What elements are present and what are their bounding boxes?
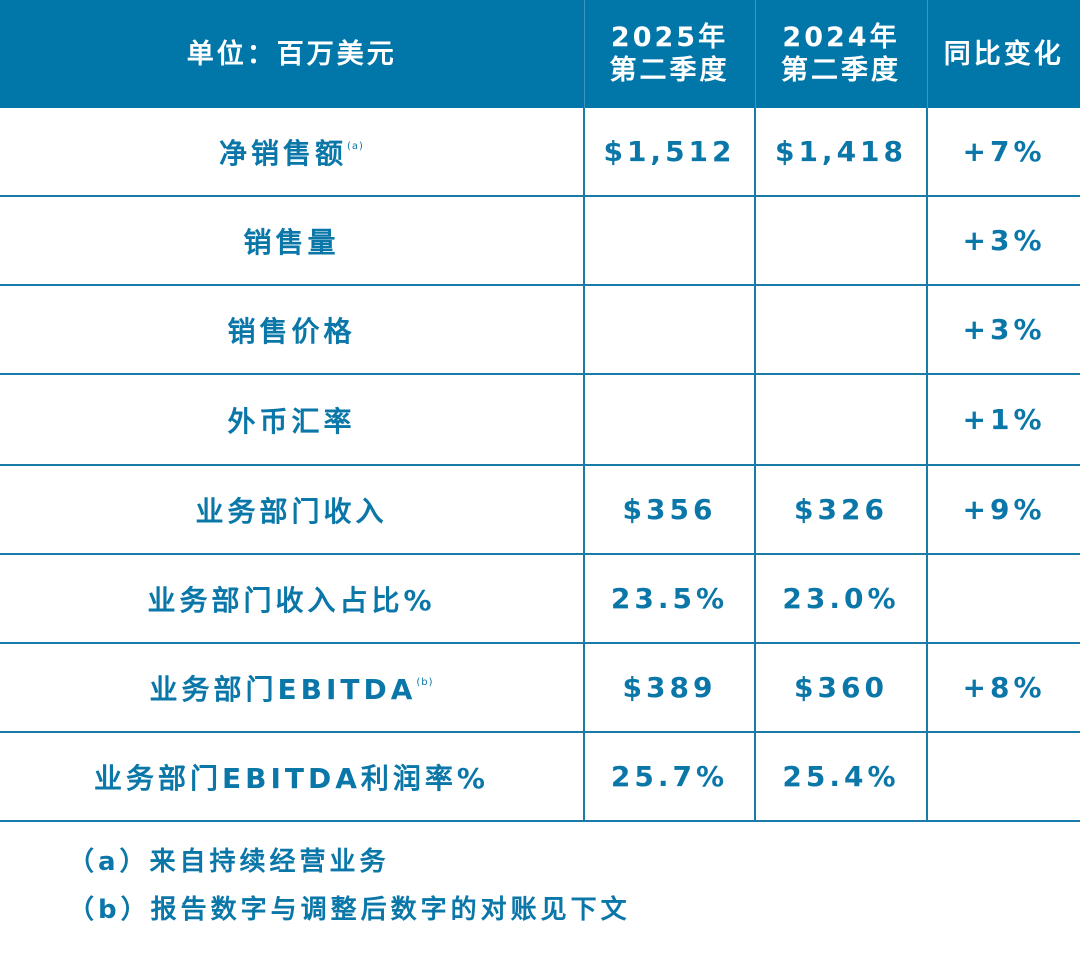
cell-q2-2024: [754, 285, 928, 375]
table-row: 业务部门EBITDA利润率% 25.7% 25.4%: [0, 732, 1080, 822]
cell-q2-2025: 23.5%: [583, 554, 756, 644]
header-year: 2025年: [610, 22, 729, 53]
header-row: 单位：百万美元 2025年 第二季度 2024年 第二季度 同比变化: [0, 0, 1080, 108]
cell-q2-2025: [583, 374, 756, 466]
cell-q2-2024: $1,418: [754, 108, 928, 197]
cell-yoy: +9%: [926, 465, 1080, 555]
cell-q2-2024: 23.0%: [754, 554, 928, 644]
cell-q2-2025: $1,512: [583, 108, 756, 197]
row-label-text: 销售价格: [227, 314, 356, 348]
cell-q2-2024: $326: [754, 465, 928, 555]
row-label: 销售价格: [0, 285, 585, 375]
cell-yoy: [926, 732, 1080, 822]
header-unit: 单位：百万美元: [0, 0, 584, 108]
header-quarter: 第二季度: [781, 55, 901, 86]
footnote-a: （a）来自持续经营业务: [68, 847, 390, 877]
table-row: 业务部门EBITDA(b) $389 $360 +8%: [0, 643, 1080, 733]
table-row: 外币汇率 +1%: [0, 374, 1080, 466]
cell-yoy: +3%: [926, 285, 1080, 375]
cell-yoy: +3%: [926, 196, 1080, 286]
cell-q2-2024: $360: [754, 643, 928, 733]
table-row: 净销售额(a) $1,512 $1,418 +7%: [0, 108, 1080, 197]
row-label: 业务部门收入占比%: [0, 554, 585, 644]
table-row: 业务部门收入占比% 23.5% 23.0%: [0, 554, 1080, 644]
cell-q2-2025: $389: [583, 643, 756, 733]
row-label-text: 外币汇率: [227, 404, 356, 438]
cell-yoy: +1%: [926, 374, 1080, 466]
header-q2-2025: 2025年 第二季度: [583, 0, 755, 108]
table-row: 业务部门收入 $356 $326 +9%: [0, 465, 1080, 555]
footnotes: （a）来自持续经营业务 （b）报告数字与调整后数字的对账见下文: [68, 838, 631, 934]
header-quarter: 第二季度: [609, 55, 730, 86]
cell-yoy: +8%: [926, 643, 1080, 733]
cell-yoy: +7%: [926, 108, 1080, 197]
row-label-text: 销售量: [243, 225, 340, 259]
financial-table: 单位：百万美元 2025年 第二季度 2024年 第二季度 同比变化 净销售额(a)…: [0, 0, 1080, 822]
row-label-text: 净销售额: [219, 136, 348, 170]
table-row: 销售价格 +3%: [0, 285, 1080, 375]
cell-q2-2024: [754, 196, 928, 286]
cell-q2-2024: [754, 374, 928, 466]
cell-q2-2025: 25.7%: [583, 732, 756, 822]
row-label: 业务部门收入: [0, 465, 585, 555]
table-row: 销售量 +3%: [0, 196, 1080, 286]
row-label: 业务部门EBITDA利润率%: [0, 732, 585, 822]
row-label-text: 业务部门EBITDA: [149, 672, 417, 706]
cell-q2-2025: [583, 285, 756, 375]
row-label-text: 业务部门收入占比%: [147, 583, 436, 617]
cell-q2-2024: 25.4%: [754, 732, 928, 822]
row-label: 外币汇率: [0, 374, 585, 466]
row-label-text: 业务部门收入: [195, 494, 388, 528]
row-label: 净销售额(a): [0, 108, 585, 197]
cell-q2-2025: [583, 196, 756, 286]
row-label: 业务部门EBITDA(b): [0, 643, 585, 733]
footnote-b: （b）报告数字与调整后数字的对账见下文: [68, 895, 631, 925]
header-yoy: 同比变化: [926, 0, 1080, 108]
footnote-marker: (b): [416, 676, 434, 688]
footnote-marker: (a): [347, 140, 364, 152]
header-year: 2024年: [782, 22, 900, 53]
cell-q2-2025: $356: [583, 465, 756, 555]
row-label-text: 业务部门EBITDA利润率%: [94, 761, 489, 795]
row-label: 销售量: [0, 196, 585, 286]
cell-yoy: [926, 554, 1080, 644]
header-q2-2024: 2024年 第二季度: [754, 0, 927, 108]
